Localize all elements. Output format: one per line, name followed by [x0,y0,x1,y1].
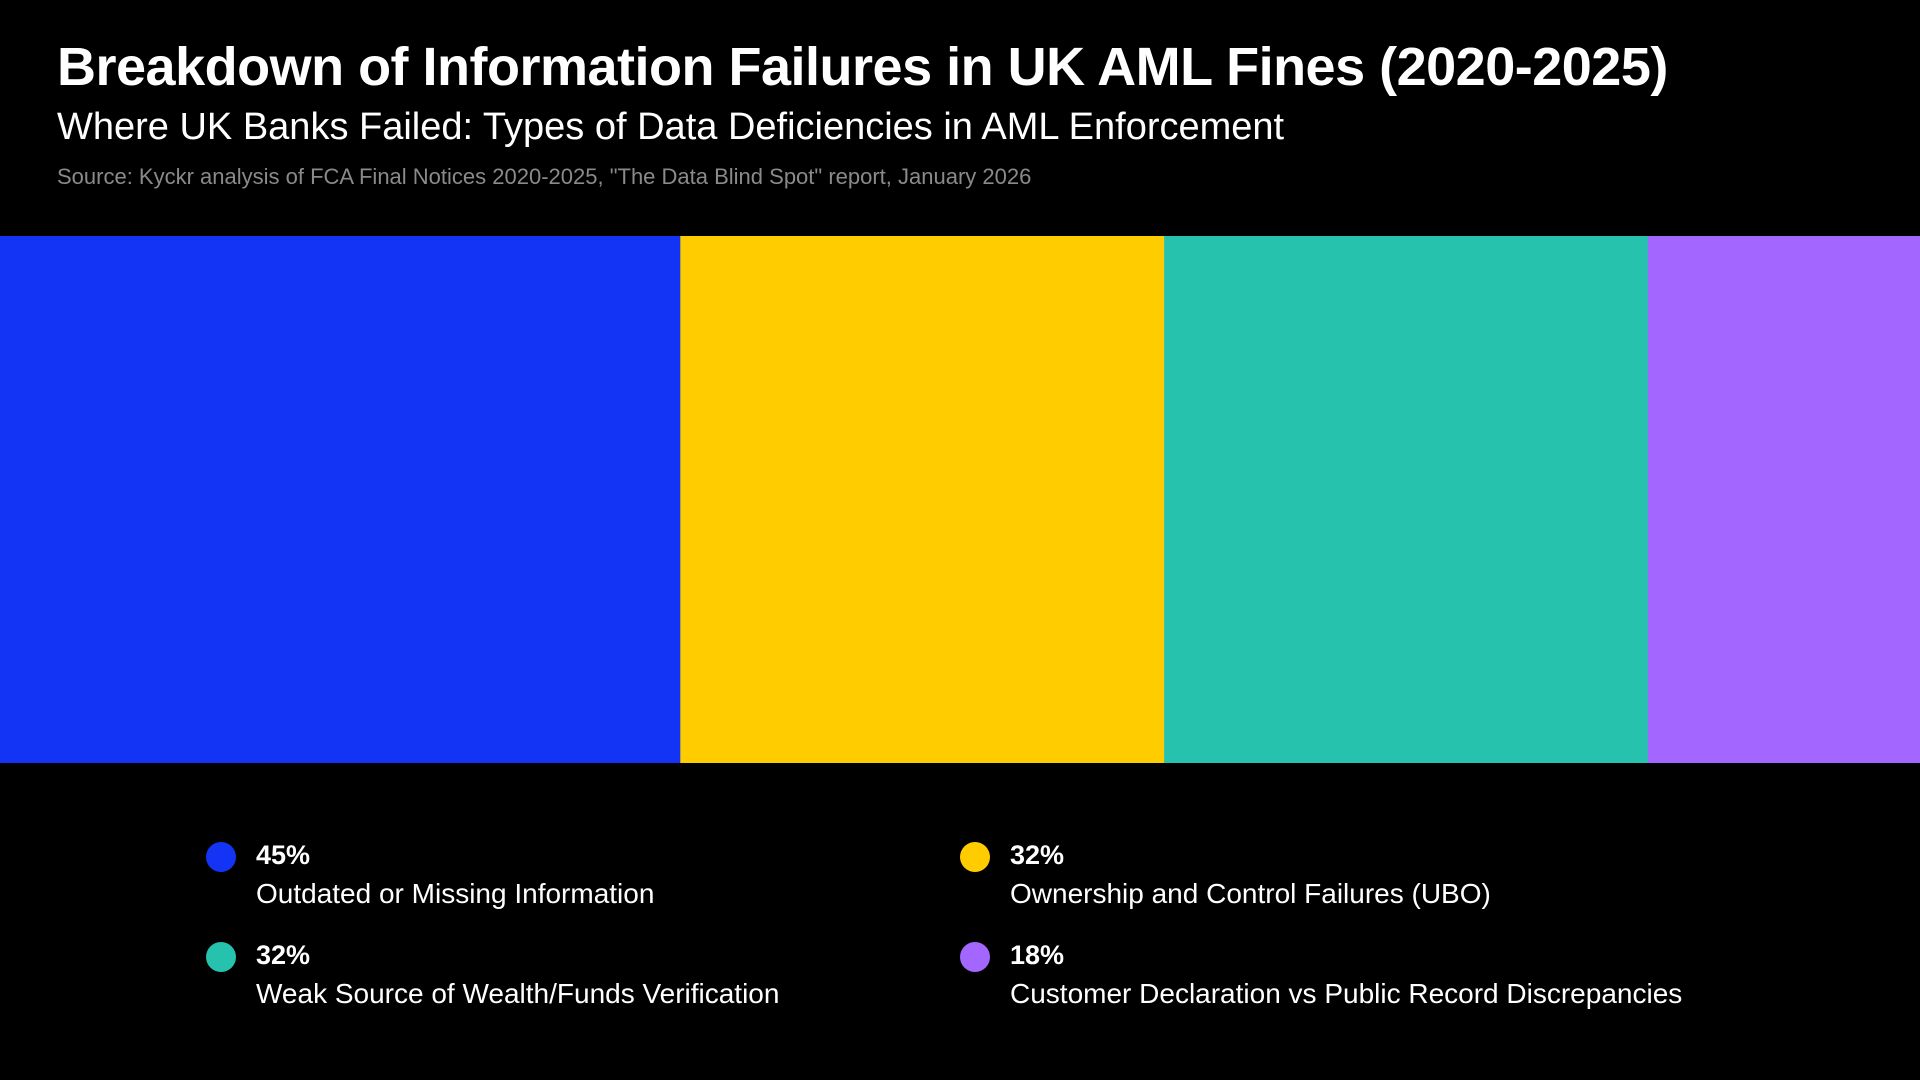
chart-subtitle: Where UK Banks Failed: Types of Data Def… [57,106,1285,148]
legend-item-3: 18% Customer Declaration vs Public Recor… [960,940,1710,1020]
legend-dot [960,942,990,972]
legend-label: Weak Source of Wealth/Funds Verification [256,978,780,1009]
bar-segment-1 [680,236,1165,763]
legend-value: 18% [1010,940,1065,970]
legend-dot [960,842,990,872]
chart-title: Breakdown of Information Failures in UK … [57,37,1668,97]
legend-dot [206,842,236,872]
bar-segment-2 [1164,236,1649,763]
legend-item-0: 45% Outdated or Missing Information [206,840,956,920]
legend-value: 45% [256,840,311,870]
bar-segment-3 [1647,236,1920,763]
stacked-bar [0,236,1920,763]
legend-item-2: 32% Weak Source of Wealth/Funds Verifica… [206,940,956,1020]
chart-source: Source: Kyckr analysis of FCA Final Noti… [57,164,1032,189]
bar-segment-0 [0,236,681,763]
legend-label: Ownership and Control Failures (UBO) [1010,878,1491,909]
legend-value: 32% [1010,840,1065,870]
legend-item-1: 32% Ownership and Control Failures (UBO) [960,840,1710,920]
legend-label: Customer Declaration vs Public Record Di… [1010,978,1683,1009]
legend-value: 32% [256,940,311,970]
legend-dot [206,942,236,972]
legend-label: Outdated or Missing Information [256,878,655,909]
